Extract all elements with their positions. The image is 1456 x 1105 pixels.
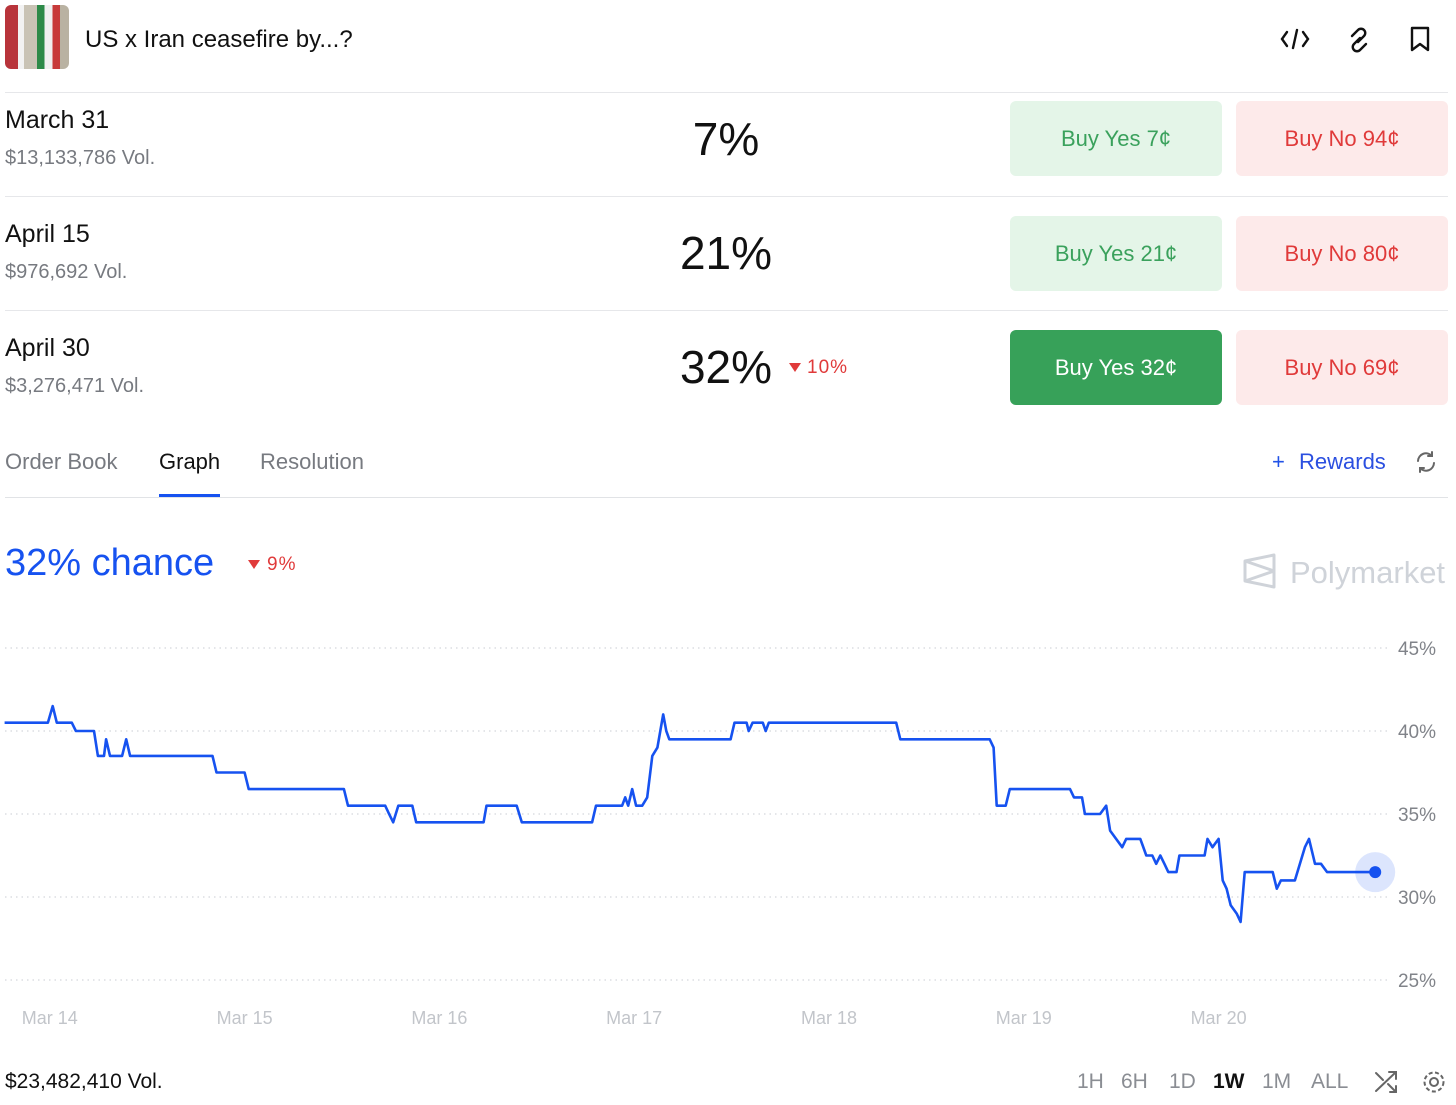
tab[interactable]: Graph xyxy=(159,449,221,474)
outcome-date: March 31 xyxy=(5,106,110,134)
range-option[interactable]: 6H xyxy=(1121,1070,1148,1093)
market-title: US x Iran ceasefire by...? xyxy=(85,26,353,53)
down-arrow xyxy=(789,363,801,372)
range-option[interactable]: 1H xyxy=(1077,1070,1104,1093)
range-option[interactable]: 1M xyxy=(1262,1070,1292,1093)
price-line xyxy=(4,704,1376,924)
separator xyxy=(5,497,1448,498)
outcome-chance: 21% xyxy=(679,227,773,279)
buy-no[interactable]: Buy No 80¢ xyxy=(1236,216,1448,291)
separator xyxy=(5,92,1448,93)
x-tick-label: Mar 17 xyxy=(606,1008,662,1028)
outcome-date: April 30 xyxy=(5,334,90,362)
y-tick-label: 30% xyxy=(1398,888,1436,909)
rewards-plus[interactable]: + xyxy=(1272,449,1285,474)
range-option[interactable]: ALL xyxy=(1311,1070,1349,1093)
chart-change: 9% xyxy=(267,554,297,575)
outcome-chance: 32% xyxy=(679,341,773,393)
x-tick-label: Mar 18 xyxy=(801,1008,857,1028)
x-tick-label: Mar 20 xyxy=(1191,1008,1247,1028)
outcome-volume: $3,276,471 Vol. xyxy=(5,375,145,397)
outcome-date: April 15 xyxy=(5,220,90,248)
separator xyxy=(5,196,1448,197)
range-option[interactable]: 1W xyxy=(1213,1070,1245,1093)
refresh-icon[interactable] xyxy=(1414,450,1438,474)
outcome-volume: $976,692 Vol. xyxy=(5,261,128,283)
end-dot xyxy=(1369,866,1382,879)
outcome-chance: 7% xyxy=(692,113,760,165)
chart-title: 32% chance xyxy=(5,542,215,584)
watermark: Polymarket xyxy=(1290,555,1446,590)
tab[interactable]: Order Book xyxy=(5,449,118,474)
y-tick-label: 25% xyxy=(1398,971,1436,992)
down-arrow xyxy=(248,560,260,569)
tab[interactable]: Resolution xyxy=(260,449,364,474)
y-tick-label: 35% xyxy=(1398,805,1436,826)
x-tick-label: Mar 19 xyxy=(996,1008,1052,1028)
buy-yes[interactable]: Buy Yes 21¢ xyxy=(1010,216,1222,291)
x-tick-label: Mar 14 xyxy=(22,1008,78,1028)
buy-no[interactable]: Buy No 69¢ xyxy=(1236,330,1448,405)
total-volume: $23,482,410 Vol. xyxy=(5,1070,163,1093)
buy-yes[interactable]: Buy Yes 32¢ xyxy=(1010,330,1222,405)
outcome-volume: $13,133,786 Vol. xyxy=(5,147,156,169)
range-option[interactable]: 1D xyxy=(1169,1070,1196,1093)
x-tick-label: Mar 15 xyxy=(217,1008,273,1028)
header-icons[interactable] xyxy=(1280,24,1440,54)
separator xyxy=(5,310,1448,311)
y-tick-label: 45% xyxy=(1398,639,1436,660)
settings-icon[interactable] xyxy=(1421,1069,1447,1095)
watermark-logo xyxy=(1243,553,1276,589)
shuffle-icon[interactable] xyxy=(1374,1069,1400,1095)
buy-yes[interactable]: Buy Yes 7¢ xyxy=(1010,101,1222,176)
market-image xyxy=(5,5,69,69)
buy-no[interactable]: Buy No 94¢ xyxy=(1236,101,1448,176)
y-tick-label: 40% xyxy=(1398,722,1436,743)
rewards-link[interactable]: Rewards xyxy=(1299,449,1386,474)
tab-underline xyxy=(159,494,220,497)
outcome-change: 10% xyxy=(807,357,849,378)
x-tick-label: Mar 16 xyxy=(411,1008,467,1028)
